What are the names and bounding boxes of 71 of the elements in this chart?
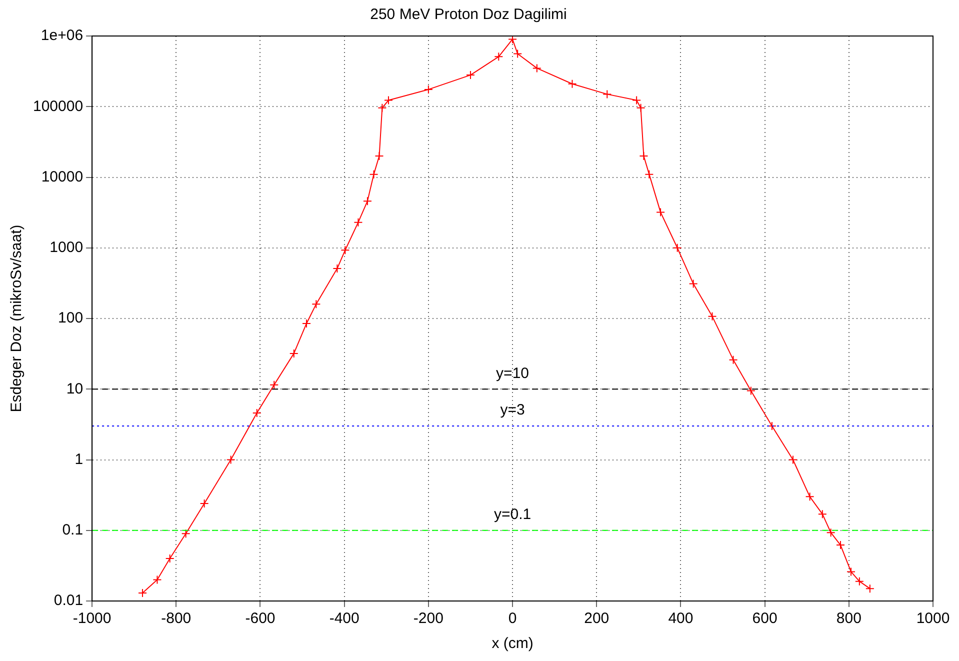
x-tick-label: 400 (668, 610, 694, 628)
chart-title: 250 MeV Proton Doz Dagilimi (370, 6, 567, 24)
point (602, 90, 612, 99)
x-tick-label: 0 (508, 610, 517, 628)
y-tick-label: 100000 (32, 98, 84, 115)
point (632, 96, 642, 105)
point (312, 300, 321, 309)
point (805, 492, 814, 502)
y-tick-label: 1e+06 (40, 27, 84, 44)
point (340, 246, 350, 255)
point (252, 408, 262, 418)
y-tick-label: 100 (58, 310, 84, 327)
point (362, 196, 372, 206)
point (826, 528, 836, 538)
point (746, 386, 756, 396)
point (424, 84, 433, 94)
point (568, 79, 577, 88)
point (639, 151, 648, 160)
x-tick-label: 600 (752, 610, 778, 628)
x-tick-label: -800 (161, 610, 192, 628)
y-tick-label: 10 (66, 380, 84, 398)
point (152, 575, 162, 584)
point (708, 312, 717, 321)
point (138, 588, 148, 598)
point (384, 96, 393, 105)
point (865, 584, 874, 594)
x-axis-title: x (cm) (492, 635, 534, 652)
point (688, 279, 698, 288)
y-tick-label: 10000 (41, 168, 84, 186)
point (200, 499, 209, 508)
point (836, 540, 845, 550)
y-tick-label: 1 (74, 450, 84, 468)
point (165, 554, 174, 563)
point (369, 170, 378, 179)
y-tick-label: 1000 (50, 239, 84, 256)
point (226, 455, 236, 464)
point (818, 510, 827, 519)
x-tick-label: 1000 (916, 610, 950, 628)
point (332, 264, 342, 274)
point (374, 151, 384, 160)
point (636, 103, 646, 112)
y-axis-title: Esdeger Doz (mikroSv/saat) (8, 224, 26, 412)
point (181, 529, 190, 538)
point (270, 380, 279, 390)
x-tick-label: -200 (413, 610, 444, 628)
point (846, 567, 856, 576)
point (656, 208, 666, 217)
point (378, 103, 387, 112)
point (644, 170, 654, 179)
point (494, 52, 504, 62)
point (532, 64, 542, 73)
x-tick-label: -400 (329, 610, 360, 628)
x-tick-label: -600 (245, 610, 276, 628)
x-tick-label: 800 (836, 610, 862, 628)
ref-line-label: y=3 (500, 402, 525, 419)
point (354, 218, 363, 227)
point (672, 243, 682, 252)
point (728, 355, 738, 364)
ref-line-label: y=10 (496, 364, 530, 382)
point (788, 455, 798, 464)
ref-line-label: y=0.1 (494, 506, 532, 524)
y-tick-label: 0.1 (62, 522, 84, 539)
point (513, 49, 522, 58)
x-tick-label: -1000 (72, 610, 112, 628)
point (302, 318, 311, 328)
point (466, 70, 475, 80)
point (854, 576, 864, 586)
y-tick-label: 0.01 (54, 592, 84, 610)
point (508, 36, 518, 44)
point (289, 348, 298, 358)
x-tick-label: 200 (584, 610, 610, 628)
